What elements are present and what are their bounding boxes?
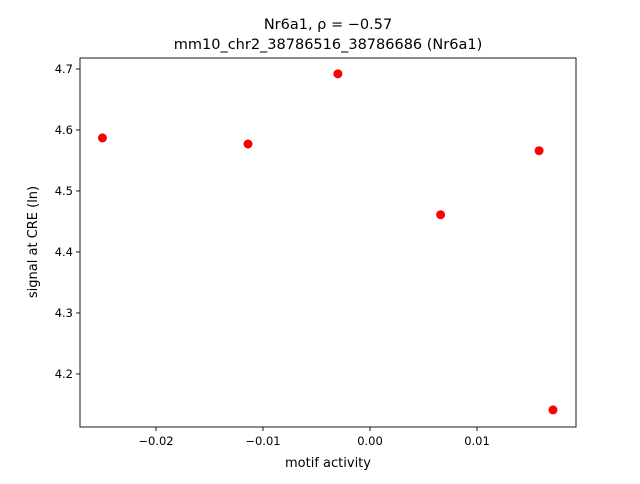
y-tick-label: 4.6 [55, 123, 73, 137]
data-point-1 [243, 139, 253, 149]
data-point-3 [436, 210, 446, 220]
y-tick-label: 4.3 [55, 306, 73, 320]
chart-title-line1: Nr6a1, ρ = −0.57 [264, 17, 392, 33]
chart-title-line2: mm10_chr2_38786516_38786686 (Nr6a1) [174, 37, 482, 53]
x-tick-label: 0.00 [357, 434, 383, 448]
data-point-0 [97, 133, 107, 143]
data-point-4 [534, 146, 544, 156]
y-tick-label: 4.5 [55, 184, 73, 198]
y-axis-label: signal at CRE (ln) [26, 186, 41, 298]
x-axis-label: motif activity [285, 456, 371, 471]
plot-frame [79, 57, 577, 428]
y-tick-label: 4.7 [55, 62, 73, 76]
y-tick-label: 4.2 [55, 367, 73, 381]
x-tick-label: 0.01 [464, 434, 490, 448]
data-point-5 [548, 405, 558, 415]
x-tick-label: −0.02 [138, 434, 173, 448]
y-tick-label: 4.4 [55, 245, 73, 259]
x-tick-label: −0.01 [245, 434, 280, 448]
data-point-2 [333, 69, 343, 79]
